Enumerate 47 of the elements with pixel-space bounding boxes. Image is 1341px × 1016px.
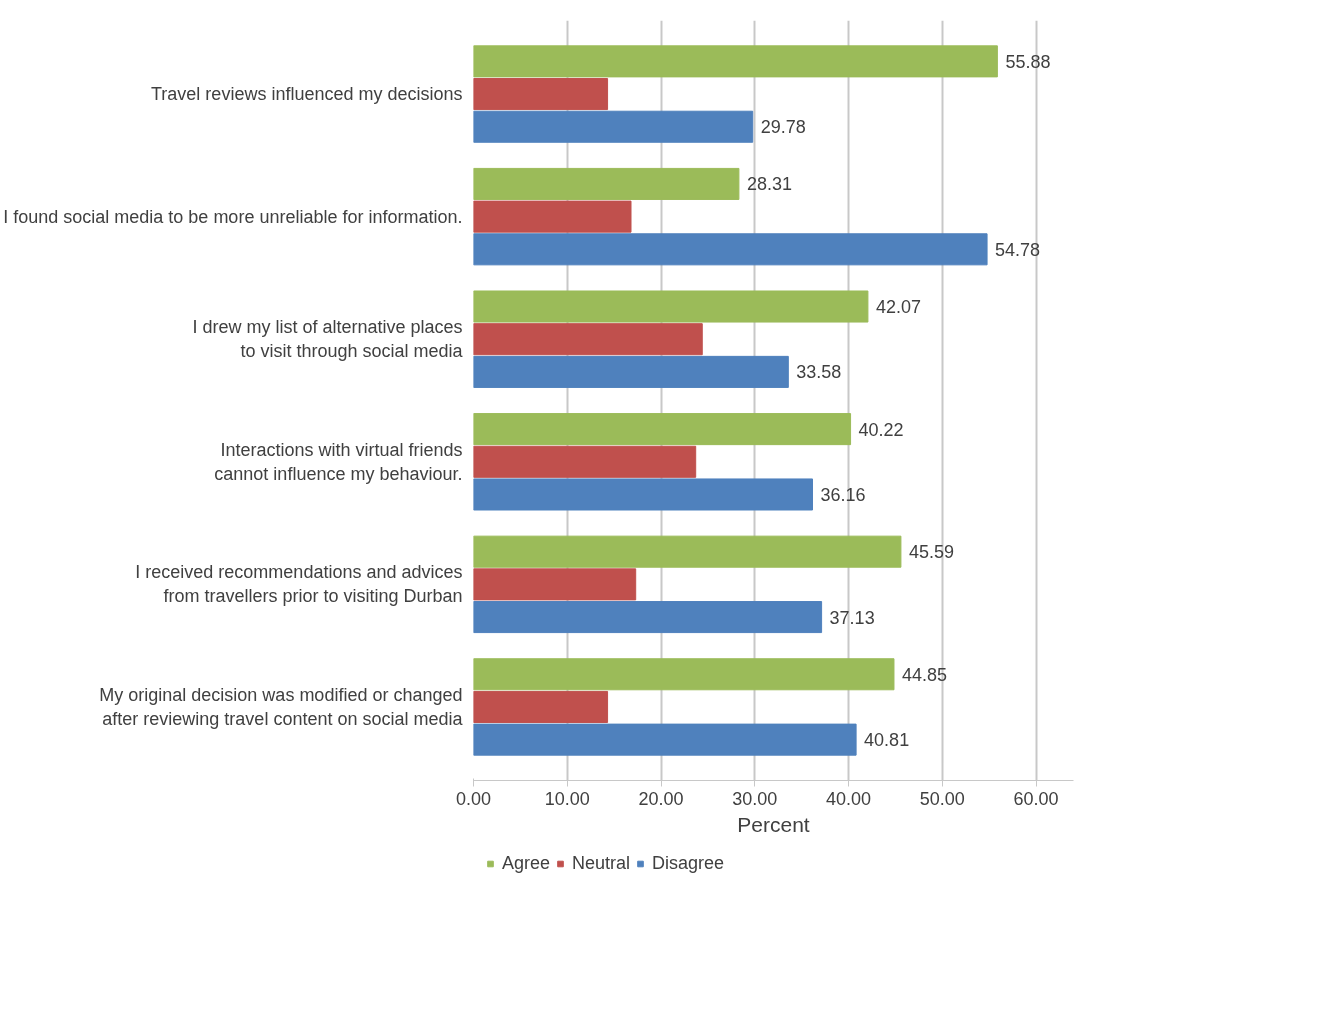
data-label: 42.07 xyxy=(875,297,921,318)
data-label: 40.81 xyxy=(864,730,910,751)
data-label: 29.78 xyxy=(760,117,806,138)
x-tick-label: 30.00 xyxy=(732,788,778,809)
x-axis-title: Percent xyxy=(737,812,810,836)
bar xyxy=(473,200,632,233)
bar xyxy=(473,290,869,323)
bar xyxy=(473,690,609,723)
bar xyxy=(473,45,998,78)
y-tick-label: I found social media to be more unreliable for information. xyxy=(3,206,463,227)
data-label: 44.85 xyxy=(901,664,948,685)
bar xyxy=(473,233,988,266)
y-tick-label: I received recommendations and advices from travellers prior to visiting Durban xyxy=(135,562,463,607)
bar xyxy=(473,413,852,446)
x-tick-label: 60.00 xyxy=(1013,788,1059,809)
x-tick-label: 0.00 xyxy=(455,788,492,809)
bar xyxy=(473,355,789,388)
x-tick-label: 10.00 xyxy=(544,788,590,809)
data-label: 55.88 xyxy=(1005,51,1051,72)
bar xyxy=(473,723,857,756)
y-tick-label: My original decision was modified or changed after reviewing travel content on social media xyxy=(99,684,464,729)
data-label: 45.59 xyxy=(908,542,954,563)
bar xyxy=(473,110,754,143)
legend-label: Agree xyxy=(502,852,551,874)
y-tick-label: Interactions with virtual friends cannot influence my behaviour. xyxy=(214,439,463,484)
y-tick-label: Travel reviews influenced my decisions xyxy=(151,84,463,105)
bar xyxy=(473,445,697,478)
legend-label: Disagree xyxy=(652,852,725,874)
legend-label: Neutral xyxy=(572,852,631,874)
bar xyxy=(473,601,823,634)
y-tick-label: I drew my list of alternative places to visit through social media xyxy=(192,317,464,362)
x-tick-label: 50.00 xyxy=(919,788,965,809)
bar xyxy=(473,167,740,200)
data-label: 36.16 xyxy=(820,484,866,505)
data-label: 33.58 xyxy=(796,362,842,383)
bar xyxy=(473,478,813,511)
x-tick-label: 40.00 xyxy=(825,788,872,809)
bar xyxy=(473,78,609,111)
data-label: 28.31 xyxy=(746,174,792,195)
bar xyxy=(473,658,895,691)
data-label: 37.13 xyxy=(829,607,875,628)
x-tick-label: 20.00 xyxy=(638,788,684,809)
bar xyxy=(473,323,703,356)
data-label: 40.22 xyxy=(858,419,904,440)
bar xyxy=(473,535,902,568)
data-label: 54.78 xyxy=(995,239,1041,260)
bar xyxy=(473,568,637,601)
